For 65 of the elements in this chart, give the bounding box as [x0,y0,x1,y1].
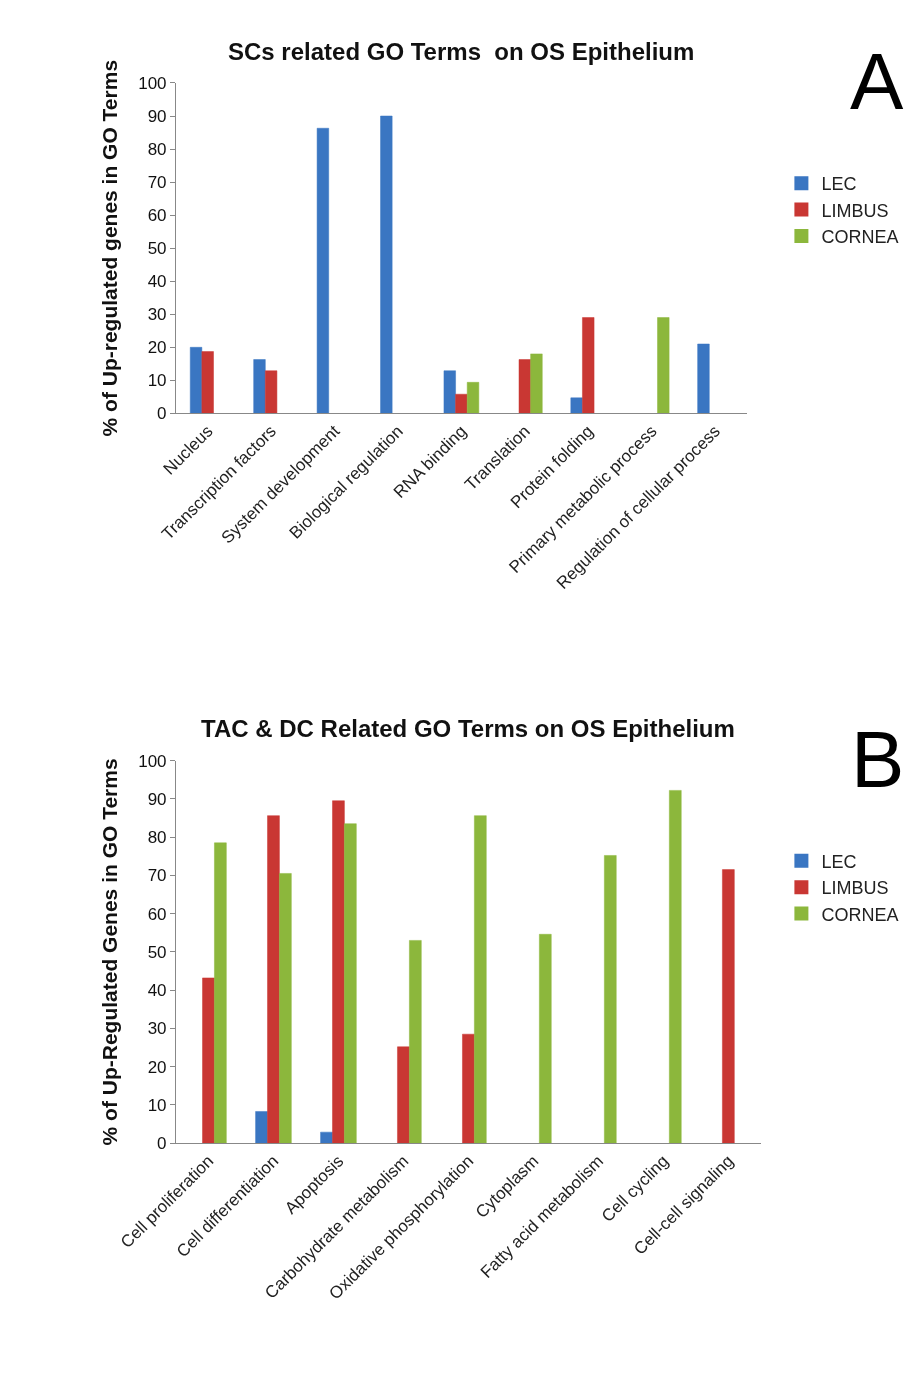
y-tick-label: 80 [147,140,167,159]
y-tick-label: 30 [147,305,167,325]
bar [320,1131,333,1144]
bar [462,1033,475,1144]
y-tick-label: 40 [147,272,167,292]
bar [201,351,214,414]
y-tick-label: 60 [147,904,167,924]
bar [214,842,227,1144]
bar [518,359,531,414]
bar [455,393,468,414]
y-tick-label: 50 [147,239,167,259]
y-tick-label: 90 [147,106,167,126]
bar [539,934,552,1144]
legend-label: LIMBUS [821,200,889,221]
bar [443,370,456,414]
y-tick-label: 20 [147,338,167,358]
chart-title: SCs related GO Terms on OS Epithelium [228,38,695,65]
bar [530,353,543,414]
y-tick-label: 0 [157,404,167,424]
bar [657,317,670,414]
y-tick-label: 0 [157,1134,167,1154]
legend-label: CORNEA [821,227,899,248]
bar [332,800,345,1144]
legend-label: LIMBUS [821,878,889,899]
bar [255,1111,268,1144]
bar [344,823,357,1144]
y-tick-label: 80 [147,828,167,848]
y-axis-title: % of Up-regulated genes in GO Terms [98,59,122,437]
text: A [850,37,904,126]
bar [669,790,682,1144]
y-tick-label: 30 [147,1019,167,1039]
y-tick-label: 20 [147,1057,167,1077]
bar [189,347,203,414]
y-tick-label: 70 [147,866,167,886]
y-tick-label: 70 [147,173,167,193]
bar [722,869,735,1144]
bar [409,940,422,1144]
legend-label: CORNEA [821,904,899,925]
bar [582,317,595,414]
bar [380,115,393,414]
bar [466,382,480,414]
y-tick-label: 60 [147,206,167,226]
legend-label: LEC [821,851,857,872]
y-tick-label: 90 [147,789,167,809]
y-tick-label: 100 [138,751,167,771]
text: B [851,715,905,804]
y-tick-label: 50 [147,942,167,962]
bar [267,815,280,1144]
y-tick-label: 10 [147,371,167,391]
bar [397,1046,410,1144]
y-tick-label: 10 [147,1095,167,1115]
bar [202,977,215,1144]
bar [570,397,583,414]
y-tick-label: 100 [138,73,167,93]
legend-label: LEC [821,174,857,195]
chart-title: TAC & DC Related GO Terms on OS Epithelium [201,715,735,742]
bar [697,343,710,414]
bar [265,370,278,414]
bar [604,855,617,1144]
bar [253,359,266,414]
bar [316,127,329,414]
bar [474,815,487,1144]
y-axis-title: % of Up-Regulated Genes in GO Terms [98,758,122,1146]
y-tick-label: 40 [147,981,167,1001]
bar [279,873,292,1144]
